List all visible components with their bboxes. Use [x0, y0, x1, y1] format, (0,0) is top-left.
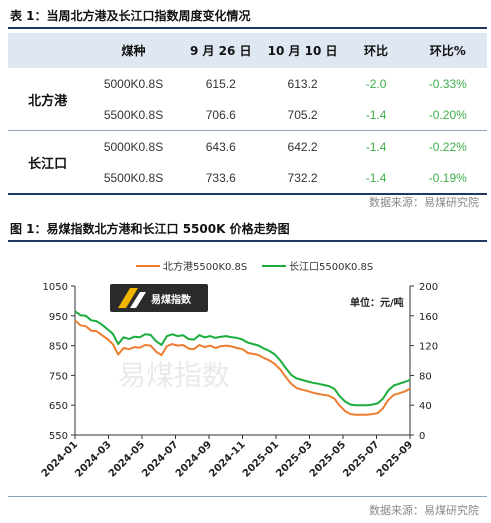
- table-row: 5500K0.8S 733.6 732.2 -1.4 -0.19%: [8, 162, 487, 195]
- y-right-tick-label: 80: [419, 371, 432, 382]
- yimei-index-logo: 易煤指数: [110, 284, 208, 312]
- y-left-tick-label: 550: [49, 431, 68, 442]
- table-source: 数据来源：易煤研究院: [369, 196, 479, 209]
- header-change-pct: 环比%: [408, 33, 487, 68]
- table-row: 长江口 5000K0.8S 643.6 642.2 -1.4 -0.22%: [8, 130, 487, 195]
- price-cell: 613.2: [287, 76, 318, 91]
- change-pct-cell: -0.20%: [408, 99, 487, 131]
- y-left-tick-label: 950: [49, 312, 68, 323]
- x-tick-label: 2025-09: [375, 439, 415, 479]
- legend-label-yangtze: 长江口5500K0.8S: [289, 261, 373, 273]
- price-trend-chart: 北方港5500K0.8S 长江口5500K0.8S 易煤指数 易煤指数 单位：元…: [8, 250, 487, 490]
- price-cell: 705.2: [261, 99, 344, 131]
- y-right-tick-label: 0: [419, 431, 425, 442]
- series-line-yangtze-mouth: [74, 310, 411, 407]
- price-cell: 643.6: [205, 139, 236, 154]
- header-change: 环比: [343, 33, 409, 68]
- logo-text: 易煤指数: [151, 293, 192, 306]
- y-right-tick-label: 40: [419, 401, 432, 412]
- legend-label-north: 北方港5500K0.8S: [163, 260, 247, 273]
- unit-label: 单位：元/吨: [350, 296, 404, 309]
- change-pct-cell: -0.19%: [408, 162, 487, 195]
- change-cell: -2.0: [365, 76, 387, 91]
- price-change-table: 煤种 9 月 26 日 10 月 10 日 环比 环比% 北方港 5000K0.…: [8, 33, 487, 195]
- grade-cell: 5500K0.8S: [87, 99, 180, 131]
- y-left-tick-label: 750: [49, 371, 68, 382]
- port-name: 北方港: [8, 68, 88, 131]
- grade-cell: 5000K0.8S: [103, 76, 164, 91]
- price-cell: 642.2: [287, 139, 318, 154]
- chart-svg: 北方港5500K0.8S 长江口5500K0.8S 易煤指数 易煤指数 单位：元…: [40, 260, 438, 480]
- change-cell: -1.4: [343, 99, 409, 131]
- series-line-north-port: [74, 319, 411, 416]
- change-pct-cell: -0.22%: [428, 139, 467, 154]
- header-date-2: 10 月 10 日: [261, 33, 344, 68]
- port-name: 长江口: [8, 130, 88, 195]
- grade-cell: 5500K0.8S: [87, 162, 180, 195]
- table-row: 5500K0.8S 706.6 705.2 -1.4 -0.20%: [8, 99, 487, 131]
- table-header-row: 煤种 9 月 26 日 10 月 10 日 环比 环比%: [8, 33, 487, 68]
- watermark: 易煤指数: [118, 359, 230, 392]
- change-cell: -1.4: [343, 162, 409, 195]
- price-cell: 706.6: [179, 99, 262, 131]
- table-caption: 表 1：当周北方港及长江口指数周度变化情况: [10, 9, 251, 23]
- figure-source: 数据来源：易煤研究院: [369, 504, 479, 517]
- y-right-tick-label: 200: [419, 282, 438, 293]
- change-cell: -1.4: [365, 139, 387, 154]
- header-port: [8, 33, 88, 68]
- price-cell: 732.2: [261, 162, 344, 195]
- y-left-tick-label: 850: [49, 342, 68, 353]
- price-cell: 733.6: [179, 162, 262, 195]
- y-left-tick-label: 1050: [43, 282, 68, 293]
- y-right-tick-label: 160: [419, 312, 438, 323]
- figure-caption-rule: [8, 240, 487, 242]
- y-left-tick-label: 650: [49, 401, 68, 412]
- table-caption-rule: [8, 27, 487, 29]
- table-row: 北方港 5000K0.8S 615.2 613.2 -2.0 -0.33%: [8, 68, 487, 131]
- figure-bottom-rule: [8, 496, 487, 497]
- header-grade: 煤种: [87, 33, 180, 68]
- figure-caption: 图 1：易煤指数北方港和长江口 5500K 价格走势图: [10, 222, 290, 236]
- price-cell: 615.2: [205, 76, 236, 91]
- change-pct-cell: -0.33%: [428, 76, 467, 91]
- header-date-1: 9 月 26 日: [179, 33, 262, 68]
- grade-cell: 5000K0.8S: [103, 139, 164, 154]
- chart-legend: 北方港5500K0.8S 长江口5500K0.8S: [136, 260, 373, 273]
- y-right-tick-label: 120: [419, 342, 438, 353]
